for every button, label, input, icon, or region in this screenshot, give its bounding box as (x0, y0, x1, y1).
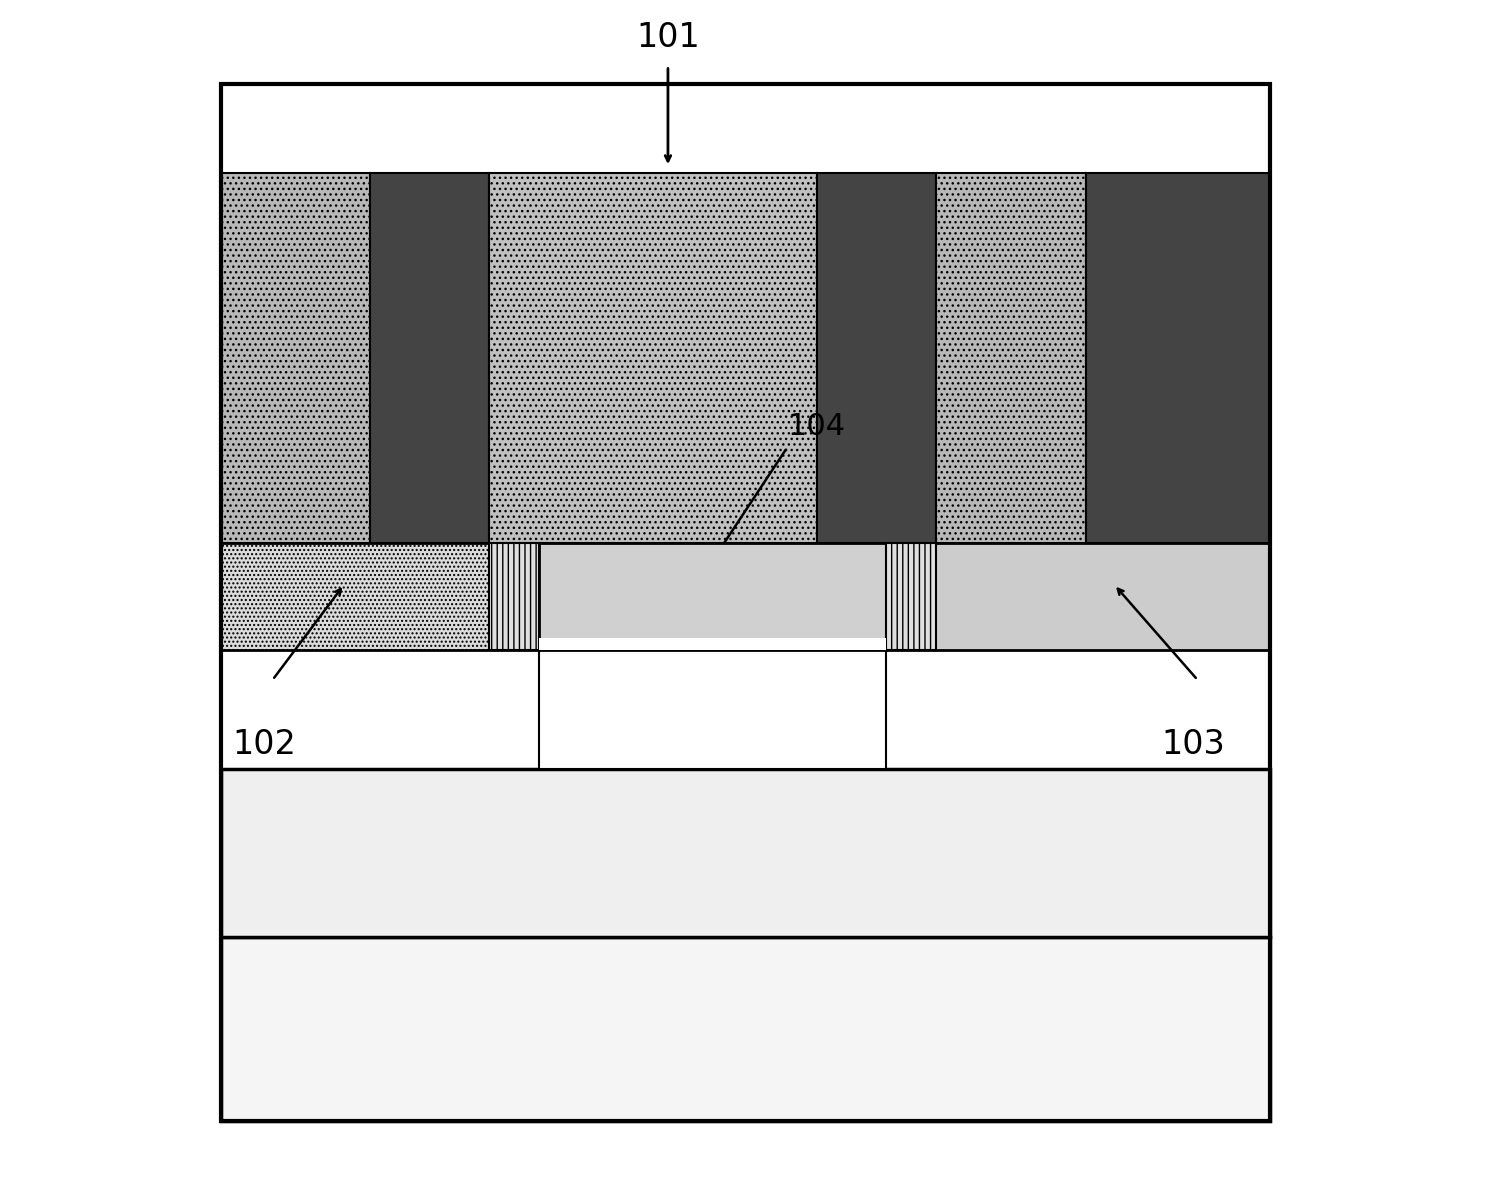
Bar (540, 543, 886, 650)
Bar (221, 173, 370, 543)
Bar (370, 173, 489, 543)
Text: 104: 104 (787, 413, 845, 441)
Text: 101: 101 (637, 20, 699, 54)
Bar (886, 543, 936, 650)
Text: 102: 102 (233, 728, 297, 761)
Bar (1085, 173, 1270, 543)
Bar (540, 543, 886, 769)
Bar (489, 173, 817, 543)
Bar (221, 84, 1270, 1121)
Bar (540, 638, 886, 650)
Bar (886, 543, 1270, 650)
Bar (221, 937, 1270, 1121)
Text: 103: 103 (1161, 728, 1226, 761)
Bar (221, 769, 1270, 937)
Bar (489, 543, 540, 650)
Bar (936, 173, 1085, 543)
Bar (817, 173, 936, 543)
Bar (221, 543, 540, 650)
